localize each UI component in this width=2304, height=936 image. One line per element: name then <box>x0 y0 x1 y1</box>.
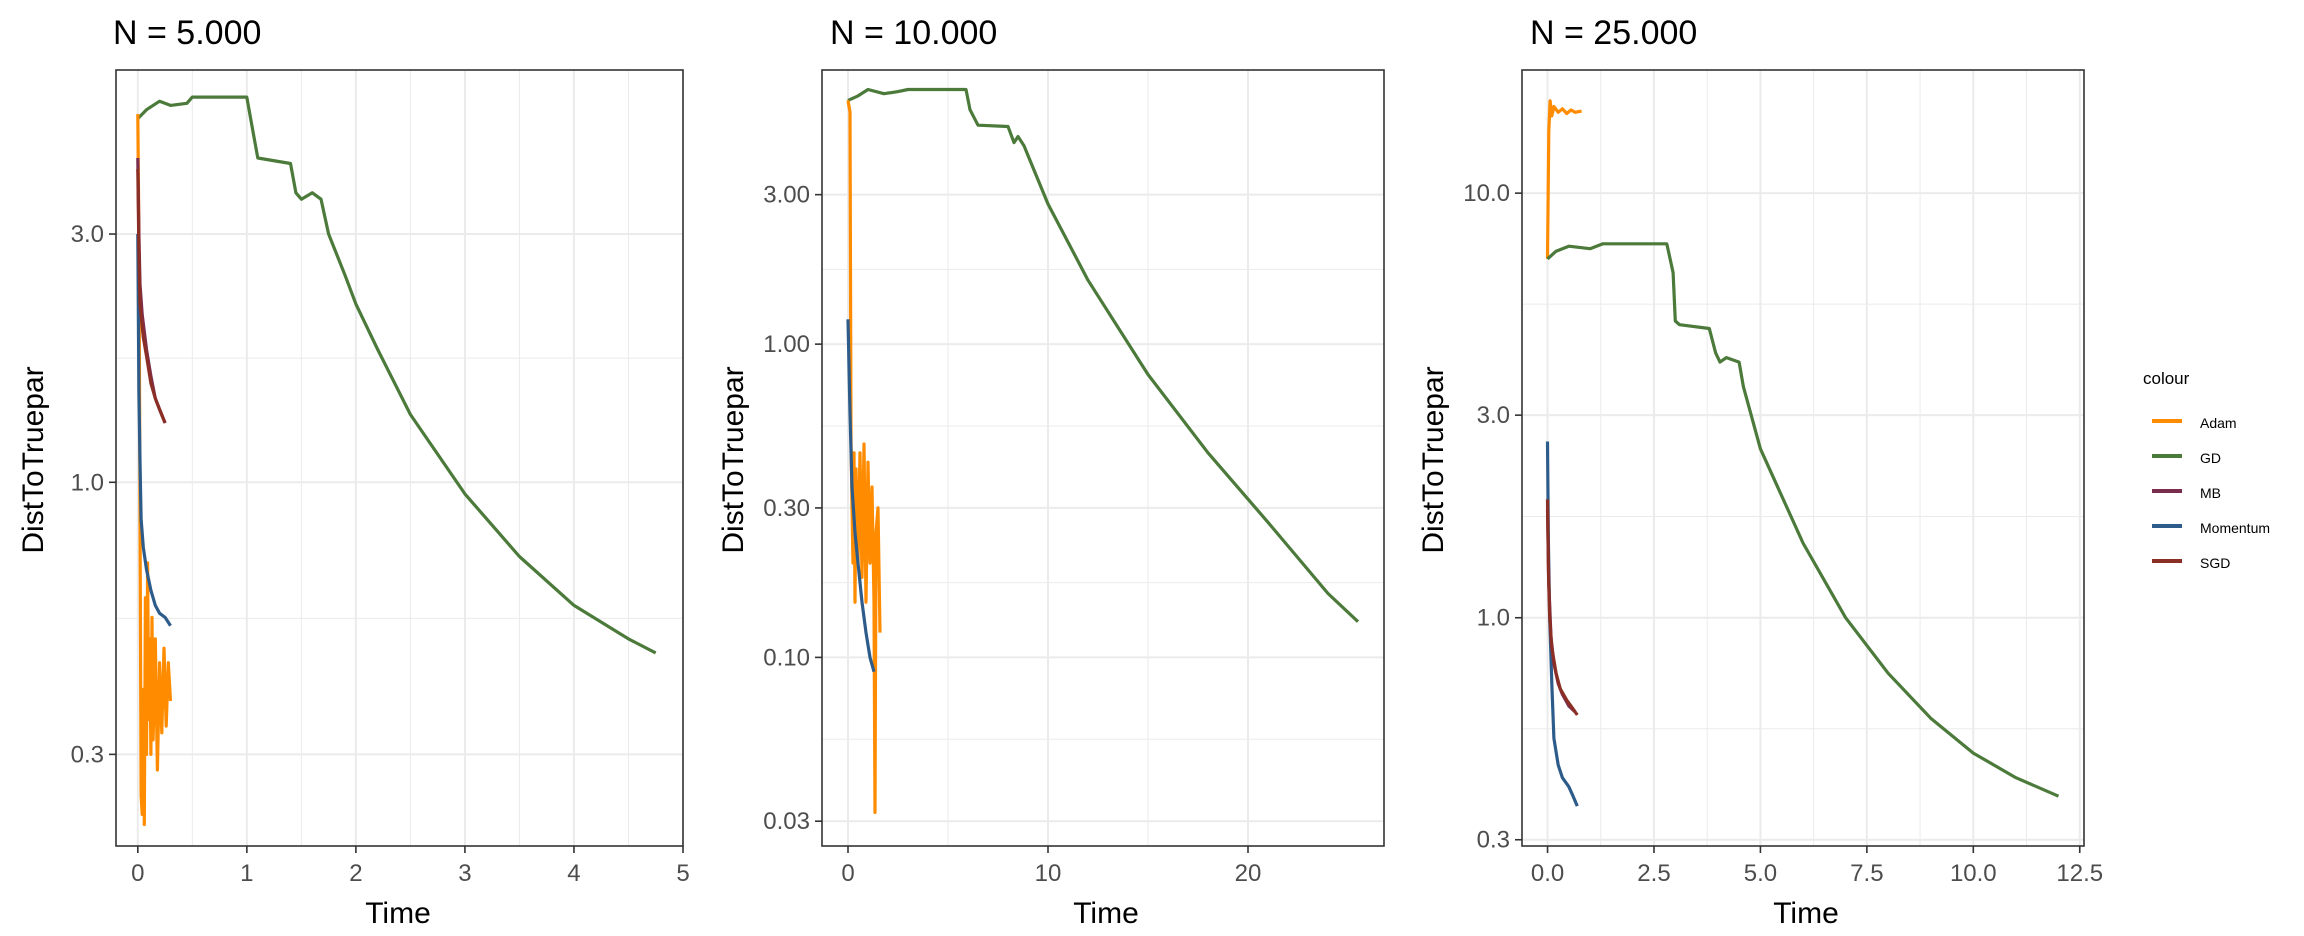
legend-title: colour <box>2143 369 2190 388</box>
legend-label-momentum: Momentum <box>2200 520 2270 536</box>
panel-3-series-adam <box>1545 99 1582 259</box>
panel-1-x-tick-label: 3 <box>458 860 471 887</box>
panel-1-panel-border <box>115 69 684 847</box>
panel-3-x-tick-label: 12.5 <box>2056 860 2103 887</box>
panel-3-title: N = 25.000 <box>1530 14 1697 52</box>
panel-2-y-tick-label: 0.10 <box>763 644 810 671</box>
panel-3-ylabel: DistToTruepar <box>1417 366 1450 553</box>
panel-1-xlabel: Time <box>365 897 431 930</box>
panel-3-series-sgd <box>1545 499 1579 716</box>
legend-label-adam: Adam <box>2200 415 2237 431</box>
legend-label-mb: MB <box>2200 485 2221 501</box>
panel-2-x-tick-label: 0 <box>841 860 854 887</box>
panel-3-plot-area <box>1522 70 2084 846</box>
legend-label-sgd: SGD <box>2200 555 2230 571</box>
panel-2-ylabel: DistToTruepar <box>717 366 750 553</box>
panel-3-xlabel: Time <box>1773 897 1839 930</box>
panel-2-y-tick-label: 0.30 <box>763 495 810 522</box>
panel-3-panel-border <box>1521 69 2085 847</box>
panel-2-x-tick-label: 20 <box>1235 860 1262 887</box>
panel-1-y-tick-label: 0.3 <box>71 741 104 768</box>
panel-3-x-tick-label: 2.5 <box>1637 860 1670 887</box>
legend: colour Adam GD MB Momentum SGD <box>2143 369 2270 571</box>
legend-label-gd: GD <box>2200 450 2221 466</box>
panel-1-y-tick-label: 1.0 <box>71 469 104 496</box>
panel-2-xlabel: Time <box>1073 897 1139 930</box>
panel-1-x-tick-label: 4 <box>567 860 580 887</box>
panel-1: N = 5.000 Time DistToTruepar 0 1 2 3 4 5 0.3 1.… <box>17 14 690 930</box>
legend-entry-momentum: Momentum <box>2152 520 2270 536</box>
panel-1-x-tick-label: 5 <box>676 860 689 887</box>
panel-2-series-momentum <box>846 319 876 673</box>
panel-1-y-tick-label: 3.0 <box>71 221 104 248</box>
panel-3-x-tick-label: 0.0 <box>1531 860 1564 887</box>
panel-2-title: N = 10.000 <box>830 14 997 52</box>
panel-3-series-gd <box>1546 242 2060 798</box>
legend-entry-mb: MB <box>2152 485 2221 501</box>
panel-3-x-tick-label: 7.5 <box>1850 860 1883 887</box>
panel-2-x-tick-label: 10 <box>1035 860 1062 887</box>
panel-1-series-sgd <box>136 168 167 424</box>
panel-1-plot: 0 1 2 3 4 5 0.3 1.0 3.0 <box>71 69 690 887</box>
panel-1-x-tick-label: 2 <box>349 860 362 887</box>
panel-1-x-tick-label: 1 <box>240 860 253 887</box>
panel-3-y-tick-label: 0.3 <box>1477 827 1510 854</box>
panel-2-series-adam <box>846 100 882 815</box>
panel-2-y-tick-label: 0.03 <box>763 808 810 835</box>
panel-2-plot: 0 10 20 0.03 0.10 0.30 1.00 3.00 <box>763 69 1385 887</box>
panel-2: N = 10.000 Time DistToTruepar 0 10 200.030… <box>717 14 1385 930</box>
panel-3: N = 25.000 Time DistToTruepar 0.0 2.5 5.0 7… <box>1417 14 2103 930</box>
panel-3-x-tick-label: 10.0 <box>1950 860 1997 887</box>
panel-3-x-tick-label: 5.0 <box>1744 860 1777 887</box>
panel-3-y-tick-label: 3.0 <box>1477 402 1510 429</box>
panel-3-y-tick-label: 1.0 <box>1477 605 1510 632</box>
panel-3-y-tick-label: 10.0 <box>1463 180 1510 207</box>
legend-entry-adam: Adam <box>2152 415 2237 431</box>
panel-1-plot-area <box>116 70 683 846</box>
panel-2-y-tick-label: 1.00 <box>763 331 810 358</box>
legend-entry-sgd: SGD <box>2152 555 2230 571</box>
panel-2-plot-area <box>822 70 1384 846</box>
panel-1-series-momentum <box>136 233 172 627</box>
panel-2-y-tick-label: 3.00 <box>763 182 810 209</box>
panel-1-title: N = 5.000 <box>113 14 261 52</box>
panel-2-panel-border <box>821 69 1385 847</box>
panel-1-series-gd <box>136 95 657 655</box>
panel-3-plot: 0.0 2.5 5.0 7.5 10.0 12.5 0.3 1.0 3.0 10.0 <box>1463 69 2103 887</box>
panel-1-ylabel: DistToTruepar <box>17 366 50 553</box>
panel-2-series-gd <box>847 87 1360 623</box>
panel-1-x-tick-label: 0 <box>131 860 144 887</box>
legend-entry-gd: GD <box>2152 450 2221 466</box>
panel-1-series-adam <box>136 114 173 827</box>
